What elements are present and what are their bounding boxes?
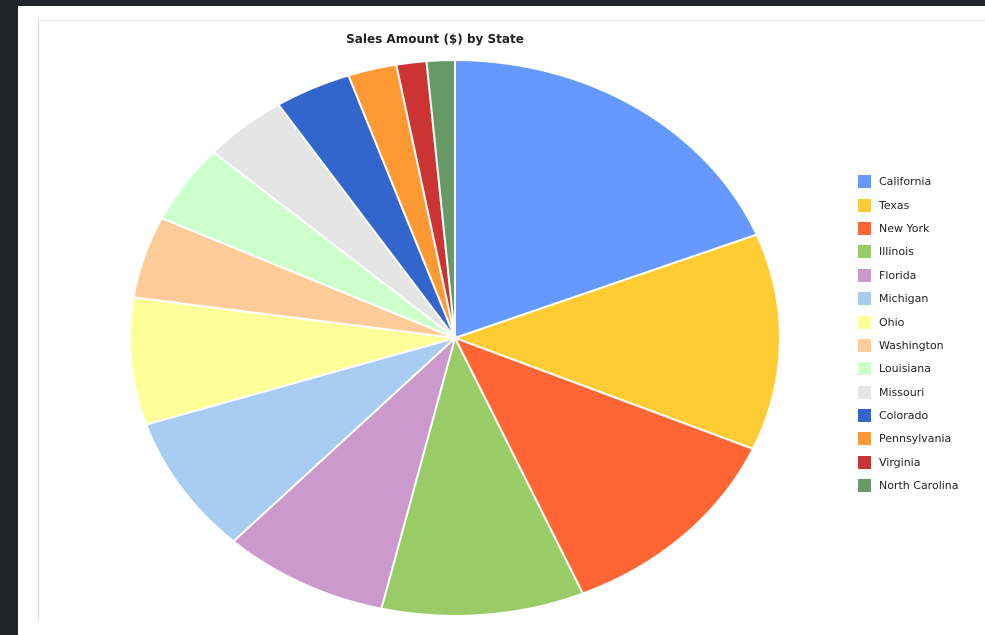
legend-swatch <box>858 385 871 399</box>
legend-item: Washington <box>858 334 985 357</box>
legend-item: Louisiana <box>858 357 985 380</box>
legend-item: Texas <box>858 193 985 216</box>
legend-swatch <box>858 338 871 352</box>
legend-item: California <box>858 170 985 193</box>
legend-item: Virginia <box>858 451 985 474</box>
legend-item: Missouri <box>858 381 985 404</box>
legend-label: Illinois <box>879 245 914 259</box>
legend-label: Pennsylvania <box>879 432 952 446</box>
legend-swatch <box>858 315 871 329</box>
legend-swatch <box>858 432 871 446</box>
pie-slice-illinois <box>380 335 585 617</box>
legend-label: North Carolina <box>879 479 959 493</box>
chart-title: Sales Amount ($) by State <box>346 32 524 46</box>
legend-swatch <box>858 221 871 235</box>
legend-item: Colorado <box>858 404 985 427</box>
legend-item: Illinois <box>858 240 985 263</box>
legend-label: Virginia <box>879 455 921 469</box>
legend-label: Colorado <box>879 409 929 423</box>
chart-legend: California Texas New York Illinois Florida Mi… <box>858 170 985 497</box>
legend-label: Florida <box>879 268 917 282</box>
legend-swatch <box>858 479 871 493</box>
pie-slice-michigan <box>144 337 456 543</box>
legend-label: Washington <box>879 338 944 352</box>
pie-slice-north-carolina <box>425 58 456 339</box>
legend-swatch <box>858 268 871 282</box>
legend-swatch <box>858 292 871 306</box>
pie-slice-texas <box>452 233 781 451</box>
legend-swatch <box>858 198 871 212</box>
legend-item: New York <box>858 217 985 240</box>
pie-slice-new-york <box>452 336 755 595</box>
legend-swatch <box>858 455 871 469</box>
pie-slice-ohio <box>129 296 456 426</box>
pie-slice-california <box>454 58 759 340</box>
legend-item: Pennsylvania <box>858 427 985 450</box>
legend-swatch <box>858 362 871 376</box>
legend-label: Louisiana <box>879 362 931 376</box>
pie-slice-florida <box>231 334 457 610</box>
legend-label: Texas <box>879 198 910 212</box>
legend-swatch <box>858 409 871 423</box>
legend-label: California <box>879 175 932 189</box>
legend-item: Michigan <box>858 287 985 310</box>
legend-swatch <box>858 175 871 189</box>
legend-item: Florida <box>858 264 985 287</box>
legend-item: Ohio <box>858 310 985 333</box>
legend-swatch <box>858 245 871 259</box>
chart-frame <box>38 20 985 621</box>
legend-item: North Carolina <box>858 474 985 497</box>
legend-label: Michigan <box>879 292 929 306</box>
legend-label: Ohio <box>879 315 905 329</box>
legend-label: New York <box>879 221 930 235</box>
legend-label: Missouri <box>879 385 925 399</box>
